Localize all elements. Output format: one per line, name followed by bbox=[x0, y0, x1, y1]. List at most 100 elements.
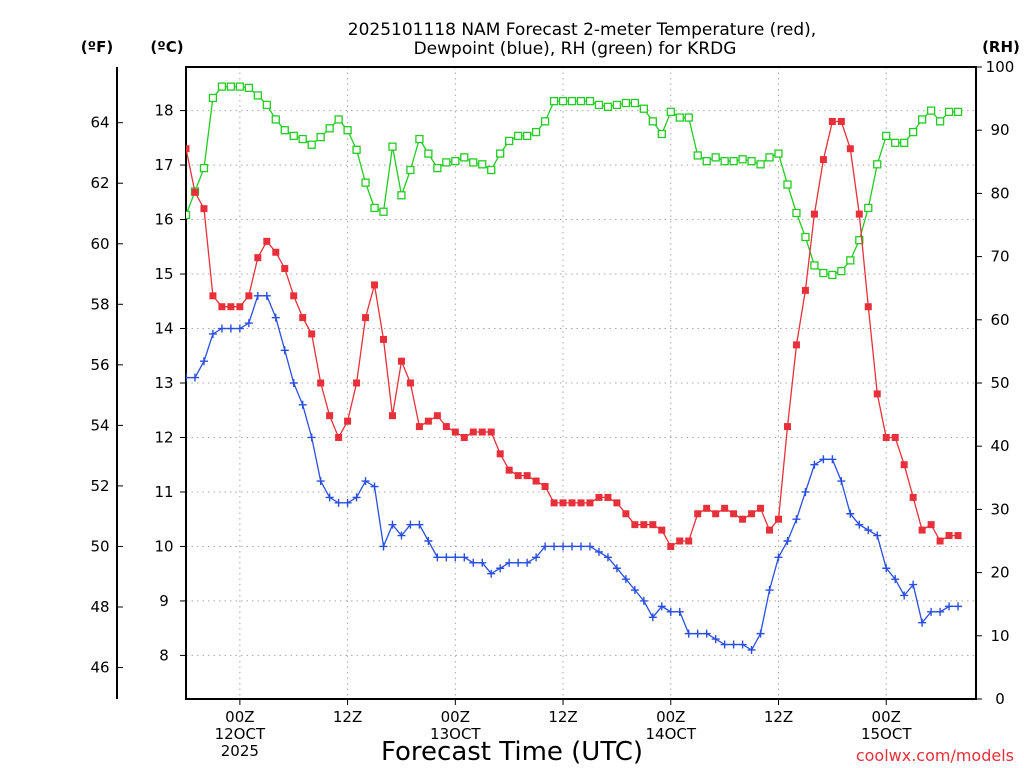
dewpoint-point bbox=[855, 520, 864, 529]
temperature-point bbox=[227, 303, 235, 311]
rh-point bbox=[711, 153, 720, 162]
dewpoint-point bbox=[945, 602, 954, 611]
temperature-point bbox=[783, 423, 791, 431]
temperature-point bbox=[712, 510, 720, 518]
temperature-point bbox=[442, 423, 450, 431]
rh-point bbox=[693, 151, 702, 160]
rh-point bbox=[621, 98, 631, 108]
temperature-point bbox=[586, 499, 594, 507]
temperature-point bbox=[218, 303, 226, 311]
rh-point bbox=[684, 113, 693, 122]
temperature-point bbox=[568, 499, 576, 507]
dewpoint-point bbox=[927, 607, 936, 616]
rh-point bbox=[909, 127, 918, 137]
rh-point bbox=[783, 180, 792, 189]
fahrenheit-tick-label: 48 bbox=[90, 598, 109, 616]
dewpoint-line bbox=[186, 295, 958, 651]
dewpoint-point bbox=[343, 498, 352, 507]
rh-point bbox=[505, 136, 514, 146]
time-tick-label: 12Z bbox=[764, 708, 793, 726]
dewpoint-point bbox=[190, 373, 199, 382]
time-tick-label: 15OCT bbox=[861, 725, 912, 743]
dewpoint-point bbox=[648, 613, 657, 622]
temperature-point bbox=[371, 281, 379, 289]
fahrenheit-tick-label: 56 bbox=[90, 356, 109, 374]
temperature-point bbox=[281, 265, 289, 273]
rh-point bbox=[756, 160, 765, 169]
time-tick-label: 00Z bbox=[441, 708, 470, 726]
x-axis-label: Forecast Time (UTC) bbox=[381, 737, 643, 767]
rh-point bbox=[585, 96, 595, 106]
dewpoint-point bbox=[882, 564, 891, 573]
celsius-tick-label: 16 bbox=[154, 211, 173, 229]
temperature-point bbox=[667, 542, 675, 550]
rh-point bbox=[549, 96, 559, 106]
dewpoint-point bbox=[379, 542, 388, 551]
dewpoint-point bbox=[909, 580, 918, 589]
fahrenheit-tick-label: 54 bbox=[90, 416, 109, 434]
temperature-point bbox=[191, 188, 199, 196]
temperature-point bbox=[685, 537, 693, 545]
rh-unit-label: (RH) bbox=[982, 38, 1020, 56]
temperature-point bbox=[388, 412, 396, 420]
dewpoint-point bbox=[289, 379, 298, 387]
temperature-point bbox=[433, 412, 441, 420]
temperature-point bbox=[487, 428, 495, 436]
dewpoint-point bbox=[837, 477, 846, 486]
plot-area bbox=[186, 82, 963, 654]
title-line-1: 2025101118 NAM Forecast 2-meter Temperat… bbox=[348, 20, 816, 40]
rh-point bbox=[307, 140, 316, 149]
rh-point bbox=[864, 203, 873, 213]
temperature-point bbox=[353, 379, 361, 387]
dewpoint-point bbox=[478, 558, 487, 567]
dewpoint-point bbox=[639, 596, 648, 605]
rh-point bbox=[935, 117, 945, 126]
dewpoint-point bbox=[415, 520, 424, 529]
dewpoint-point bbox=[397, 531, 406, 540]
time-tick-label: 2025 bbox=[221, 742, 259, 760]
dewpoint-point bbox=[864, 526, 873, 535]
dewpoint-point bbox=[846, 509, 855, 518]
dewpoint-point bbox=[783, 537, 792, 545]
rh-point bbox=[424, 149, 433, 158]
rh-point bbox=[567, 96, 577, 106]
temperature-point bbox=[245, 292, 253, 300]
dewpoint-point bbox=[756, 629, 765, 638]
temperature-point bbox=[909, 493, 917, 501]
celsius-tick-label: 12 bbox=[154, 428, 173, 446]
rh-point bbox=[208, 93, 218, 103]
temperature-point bbox=[200, 205, 208, 213]
rh-point bbox=[352, 145, 361, 154]
dewpoint-point bbox=[774, 553, 783, 562]
rh-point bbox=[594, 100, 604, 110]
rh-point bbox=[630, 98, 640, 108]
rh-point bbox=[514, 131, 523, 141]
dewpoint-point bbox=[936, 607, 945, 616]
rh-tick-label: 10 bbox=[990, 627, 1009, 645]
temperature-point bbox=[748, 510, 756, 518]
temperature-point bbox=[613, 499, 621, 507]
rh-point bbox=[738, 155, 747, 164]
temperature-point bbox=[792, 341, 800, 349]
temperature-point bbox=[730, 510, 738, 518]
dewpoint-point bbox=[819, 455, 828, 464]
temperature-point bbox=[918, 526, 926, 534]
rh-point bbox=[316, 133, 325, 142]
temperature-point bbox=[694, 510, 702, 518]
temperature-point bbox=[810, 210, 818, 218]
temperature-point bbox=[308, 330, 316, 338]
dewpoint-point bbox=[451, 553, 460, 562]
rh-tick-label: 100 bbox=[986, 58, 1015, 76]
rh-point bbox=[891, 138, 900, 147]
time-tick-label: 14OCT bbox=[646, 725, 697, 743]
dewpoint-point bbox=[577, 542, 585, 551]
rh-point bbox=[361, 178, 370, 187]
time-tick-label: 12OCT bbox=[215, 725, 266, 743]
temperature-point bbox=[263, 237, 271, 245]
temperature-point bbox=[864, 303, 872, 311]
temperature-point bbox=[380, 335, 387, 343]
celsius-unit-label: (ºC) bbox=[150, 38, 183, 56]
fahrenheit-tick-label: 52 bbox=[90, 477, 109, 495]
